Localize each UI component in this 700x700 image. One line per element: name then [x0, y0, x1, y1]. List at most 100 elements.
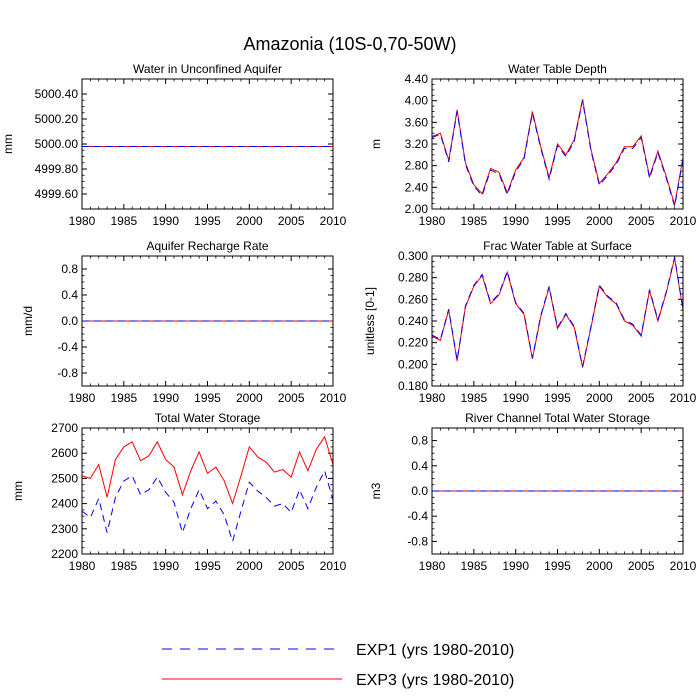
- plot-frame: [431, 427, 684, 555]
- x-tick-label: 1990: [502, 391, 529, 405]
- y-tick-label: 5000.40: [35, 87, 79, 101]
- x-tick-label: 2010: [670, 559, 697, 573]
- x-tick-label: 1990: [502, 214, 529, 228]
- x-tick-label: 2005: [628, 214, 655, 228]
- plot-frame: [81, 427, 334, 555]
- x-tick-label: 1980: [69, 559, 96, 573]
- y-tick-label: 4.40: [405, 72, 429, 86]
- y-tick-label: 5000.20: [35, 112, 79, 126]
- y-tick-label: 0.0: [61, 314, 78, 328]
- x-tick-label: 1990: [152, 559, 179, 573]
- chart-panel-water-in-unconfined-aquifer: Water in Unconfined Aquifer mm 1980 1985 199…: [1, 62, 347, 228]
- y-tick-label: 2400: [51, 497, 78, 511]
- y-tick-label: 0.8: [61, 262, 78, 276]
- y-axis-label: mm: [11, 481, 25, 501]
- plot-frame: [431, 255, 684, 387]
- x-tick-label: 2000: [236, 559, 263, 573]
- figure-title: Amazonia (10S-0,70-50W): [243, 34, 456, 54]
- x-tick-label: 1990: [152, 391, 179, 405]
- x-tick-label: 1985: [460, 391, 487, 405]
- y-tick-label: 3.60: [405, 115, 429, 129]
- y-tick-label: 2600: [51, 446, 78, 460]
- y-axis-label: mm/d: [21, 306, 35, 336]
- series-line-exp1-yrs-1980-2010: [82, 469, 333, 544]
- y-tick-label: 2300: [51, 522, 78, 536]
- x-tick-label: 2000: [586, 214, 613, 228]
- y-tick-label: 4.00: [405, 94, 429, 108]
- y-tick-label: 0.8: [411, 434, 428, 448]
- y-axis-label: unitless [0-1]: [363, 287, 377, 355]
- x-tick-label: 2005: [278, 391, 305, 405]
- x-tick-label: 2005: [628, 559, 655, 573]
- y-tick-label: -0.8: [407, 534, 428, 548]
- x-tick-label: 2000: [236, 391, 263, 405]
- y-tick-label: 4999.80: [35, 162, 79, 176]
- y-tick-label: 0.300: [398, 249, 428, 263]
- y-tick-label: 5000.00: [35, 137, 79, 151]
- x-tick-label: 2010: [670, 214, 697, 228]
- x-tick-label: 1990: [152, 214, 179, 228]
- x-tick-label: 1985: [110, 559, 137, 573]
- x-tick-label: 1980: [419, 391, 446, 405]
- y-tick-label: 0.4: [411, 459, 428, 473]
- y-tick-label: 0.4: [61, 288, 78, 302]
- series-line-exp3-yrs-1980-2010: [82, 435, 333, 506]
- plot-frame: [81, 255, 334, 387]
- x-tick-label: 1995: [544, 214, 571, 228]
- y-tick-label: 2.80: [405, 159, 429, 173]
- x-tick-label: 2010: [670, 391, 697, 405]
- y-tick-label: 0.260: [398, 292, 428, 306]
- panel-title: Water Table Depth: [508, 62, 607, 76]
- y-tick-label: 0.240: [398, 314, 428, 328]
- x-tick-label: 1980: [69, 391, 96, 405]
- y-axis-label: m3: [369, 482, 383, 499]
- y-tick-label: -0.4: [57, 340, 78, 354]
- x-tick-label: 1995: [194, 391, 221, 405]
- x-tick-label: 2000: [586, 391, 613, 405]
- y-tick-label: 0.220: [398, 336, 428, 350]
- plot-frame: [431, 78, 684, 210]
- panel-title: River Channel Total Water Storage: [465, 411, 650, 425]
- legend-label-exp1: EXP1 (yrs 1980-2010): [356, 642, 514, 659]
- y-tick-label: 2500: [51, 471, 78, 485]
- x-tick-label: 1980: [419, 214, 446, 228]
- legend: EXP1 (yrs 1980-2010) EXP3 (yrs 1980-2010…: [162, 642, 514, 689]
- y-tick-label: -0.4: [407, 509, 428, 523]
- x-tick-label: 1990: [502, 559, 529, 573]
- panel-title: Frac Water Table at Surface: [483, 239, 632, 253]
- x-tick-label: 2000: [236, 214, 263, 228]
- panel-title: Total Water Storage: [155, 411, 261, 425]
- y-tick-label: 3.20: [405, 137, 429, 151]
- x-tick-label: 1995: [194, 214, 221, 228]
- y-tick-label: 2700: [51, 421, 78, 435]
- chart-panel-total-water-storage: Total Water Storage mm 1980 1985 1990 1995 200…: [11, 411, 347, 573]
- x-tick-label: 1985: [460, 214, 487, 228]
- x-tick-label: 2005: [278, 559, 305, 573]
- x-tick-label: 2000: [586, 559, 613, 573]
- x-tick-label: 2010: [320, 559, 347, 573]
- series-line-exp1-yrs-1980-2010: [432, 100, 683, 207]
- x-tick-label: 2010: [320, 391, 347, 405]
- x-tick-label: 2010: [320, 214, 347, 228]
- x-tick-label: 2005: [628, 391, 655, 405]
- y-axis-label: mm: [1, 134, 15, 154]
- x-tick-label: 1980: [69, 214, 96, 228]
- legend-label-exp3: EXP3 (yrs 1980-2010): [356, 672, 514, 689]
- panel-title: Water in Unconfined Aquifer: [133, 62, 282, 76]
- y-tick-label: 0.280: [398, 271, 428, 285]
- plot-frame: [81, 78, 334, 210]
- y-tick-label: 0.180: [398, 379, 428, 393]
- y-tick-label: 4999.60: [35, 187, 79, 201]
- x-tick-label: 1980: [419, 559, 446, 573]
- y-tick-label: 2200: [51, 547, 78, 561]
- chart-panel-aquifer-recharge-rate: Aquifer Recharge Rate mm/d 1980 1985 1990 199…: [21, 239, 347, 405]
- series-line-exp3-yrs-1980-2010: [432, 98, 683, 205]
- series-line-exp1-yrs-1980-2010: [432, 256, 683, 367]
- chart-panel-river-channel-total-water-storage: River Channel Total Water Storage m3 1980 1…: [369, 411, 697, 573]
- y-tick-label: 0.200: [398, 357, 428, 371]
- x-tick-label: 2005: [278, 214, 305, 228]
- x-tick-label: 1985: [110, 214, 137, 228]
- y-tick-label: 2.00: [405, 202, 429, 216]
- panel-title: Aquifer Recharge Rate: [146, 239, 268, 253]
